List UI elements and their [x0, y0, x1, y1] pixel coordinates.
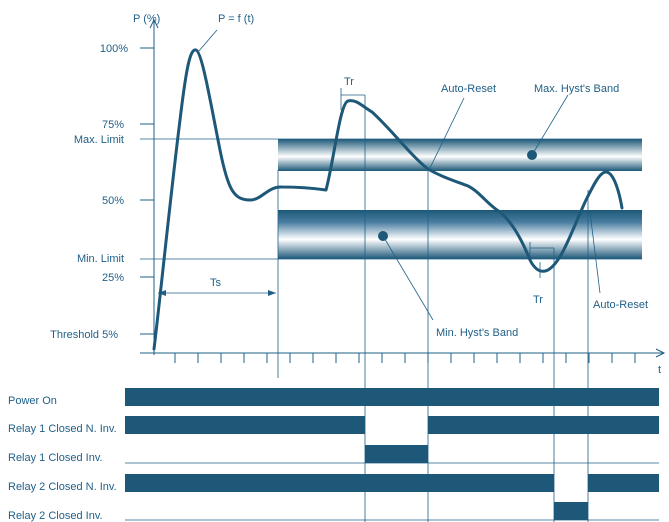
x-axis-label: t: [658, 364, 661, 376]
auto-reset-top-label: Auto-Reset: [441, 83, 496, 95]
auto-reset-bottom-leader: [589, 211, 601, 294]
y-axis-arrow: [149, 18, 159, 29]
tick-50: 50%: [102, 195, 124, 207]
relay2-ninv-bar-b: [588, 474, 659, 492]
power-curve: [152, 48, 624, 351]
signal-power-on: Power On: [8, 395, 57, 407]
x-axis-arrow: [655, 348, 666, 358]
min-band-label: Min. Hyst's Band: [436, 327, 518, 339]
min-hysteresis-band: [278, 210, 642, 259]
relay2-ninv-bar-a: [125, 474, 554, 492]
signal-relay1-inv: Relay 1 Closed Inv.: [8, 452, 103, 464]
signal-relay2-ninv: Relay 2 Closed N. Inv.: [8, 481, 117, 493]
auto-reset-top-leader: [429, 97, 465, 169]
relay1-inv-bar: [365, 445, 428, 463]
relay2-inv-bar: [554, 502, 588, 520]
y-axis-ticks: [140, 47, 154, 335]
signal-relay1-ninv: Relay 1 Closed N. Inv.: [8, 423, 117, 435]
max-hysteresis-band: [278, 139, 642, 171]
power-on-bar: [125, 388, 659, 406]
relay1-ninv-bar-a: [125, 416, 365, 434]
tr-bottom-label: Tr: [533, 294, 543, 306]
max-band-label: Max. Hyst's Band: [534, 83, 619, 95]
curve-label-leader: [197, 29, 218, 53]
tick-min-limit: Min. Limit: [77, 253, 124, 265]
tick-75: 75%: [102, 119, 124, 131]
ts-label: Ts: [210, 277, 222, 289]
max-band-leader: [531, 94, 569, 156]
y-axis-label: P (%): [133, 13, 160, 25]
tr-top-bracket: [340, 88, 365, 110]
tr-top-label: Tr: [344, 76, 354, 88]
min-band-leader: [382, 235, 434, 321]
curve-label: P = f (t): [218, 13, 254, 25]
ts-dimension: [158, 290, 276, 296]
signal-relay2-inv: Relay 2 Closed Inv.: [8, 510, 103, 522]
tick-threshold: Threshold 5%: [50, 329, 118, 341]
timing-bars: [125, 388, 659, 521]
x-axis-ticks: [174, 353, 636, 363]
auto-reset-bottom-label: Auto-Reset: [593, 299, 648, 311]
tick-25: 25%: [102, 272, 124, 284]
tick-max-limit: Max. Limit: [74, 134, 124, 146]
relay1-ninv-bar-b: [428, 416, 659, 434]
tick-100: 100%: [100, 43, 128, 55]
